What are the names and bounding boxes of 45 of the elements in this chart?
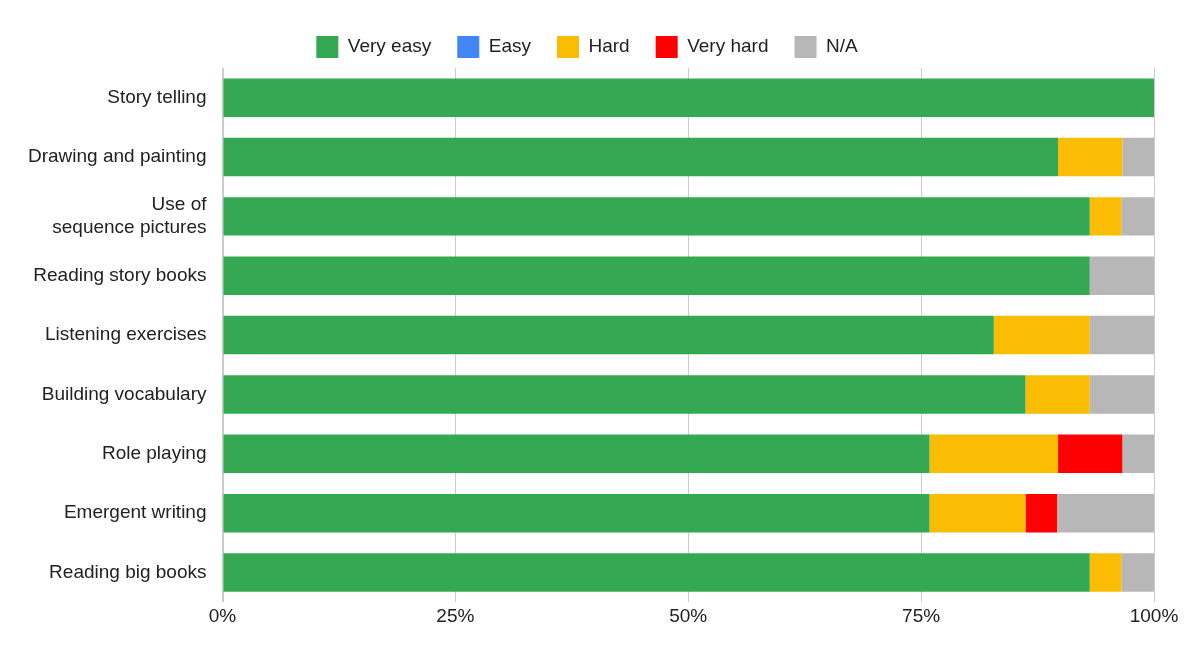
y-tick-label: Building vocabulary xyxy=(41,382,208,404)
bar xyxy=(1089,197,1122,236)
bar xyxy=(1058,137,1123,177)
bar xyxy=(1089,553,1122,592)
bar xyxy=(1089,375,1154,414)
x-tick-label: 100% xyxy=(1129,604,1179,626)
bar xyxy=(1089,315,1154,355)
bar xyxy=(993,315,1090,355)
y-tick-label: Reading big books xyxy=(49,560,207,582)
bar xyxy=(223,315,994,355)
bar xyxy=(223,375,1026,414)
bar xyxy=(223,493,930,533)
bar xyxy=(223,137,1059,177)
bar xyxy=(223,197,1090,236)
legend-label: Very easy xyxy=(347,35,432,57)
bar xyxy=(1025,493,1058,533)
legend-label: Hard xyxy=(588,35,630,57)
x-tick-label: 0% xyxy=(208,604,237,626)
x-tick-label: 75% xyxy=(902,604,941,626)
legend-label: Very hard xyxy=(687,35,769,57)
bar xyxy=(1057,493,1154,533)
y-tick-label: Listening exercises xyxy=(44,323,207,345)
bar xyxy=(1025,375,1090,414)
bar xyxy=(1089,256,1154,295)
x-tick-label: 25% xyxy=(436,604,475,626)
bar xyxy=(223,553,1090,592)
bar xyxy=(1058,434,1123,474)
bar xyxy=(223,434,930,474)
bar xyxy=(1121,553,1154,592)
y-tick-label: Story telling xyxy=(107,85,207,107)
bar xyxy=(929,493,1026,533)
bar xyxy=(223,78,1154,117)
legend-label: Easy xyxy=(488,35,532,57)
y-tick-label: Drawing and painting xyxy=(27,145,207,167)
y-tick-label: Use of sequence pictures xyxy=(52,193,208,238)
bar xyxy=(1122,434,1154,474)
bar xyxy=(223,256,1090,295)
y-tick-label: Role playing xyxy=(101,442,207,464)
bar xyxy=(1122,137,1154,177)
x-tick-label: 50% xyxy=(669,604,708,626)
y-tick-label: Reading story books xyxy=(33,263,207,285)
bar xyxy=(1121,197,1154,236)
bar xyxy=(929,434,1059,474)
legend-label: N/A xyxy=(826,35,858,57)
y-tick-label: Emergent writing xyxy=(63,501,207,523)
